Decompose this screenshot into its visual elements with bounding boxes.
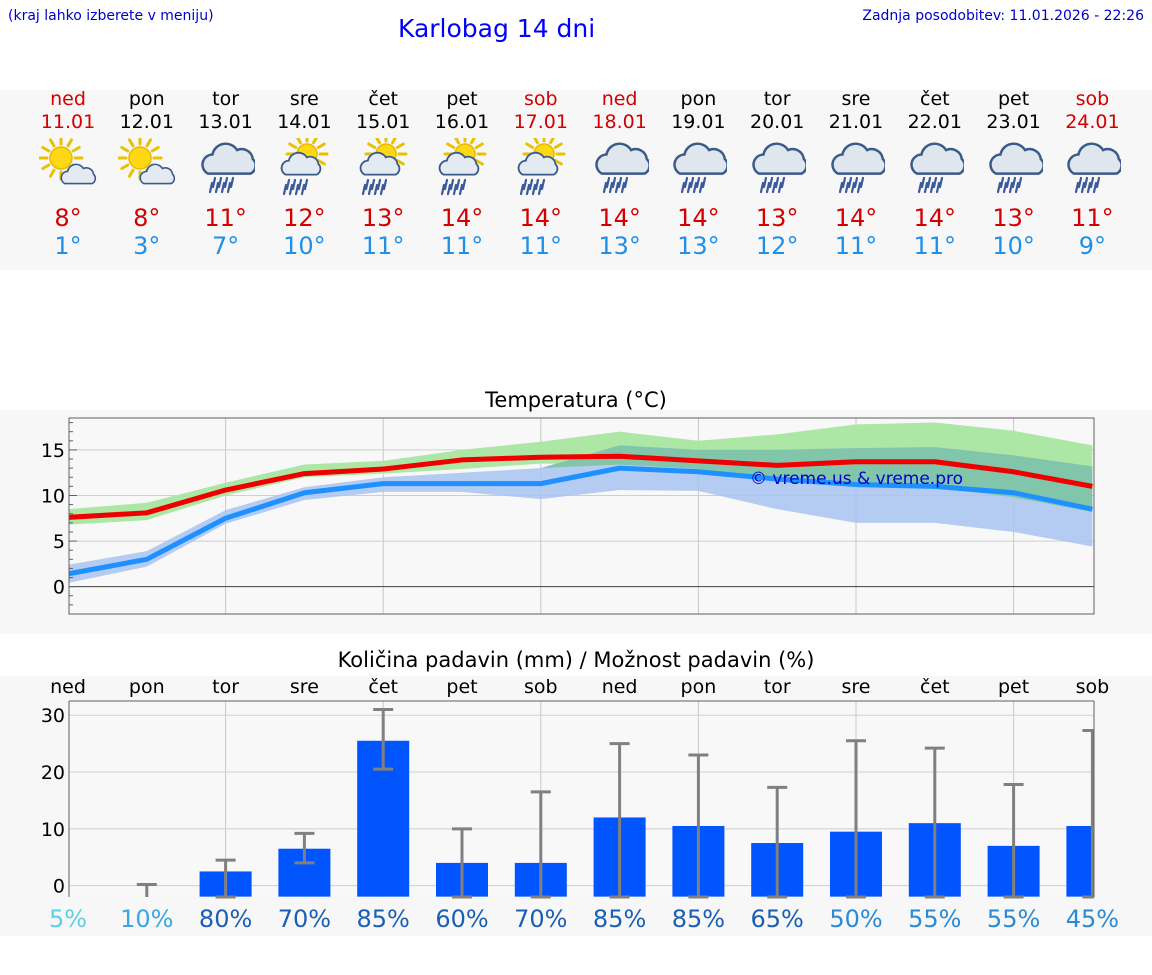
day-date: 20.01 xyxy=(749,111,805,133)
rain-cloud-icon xyxy=(197,138,257,196)
day-date: 19.01 xyxy=(671,111,726,133)
day-forecast: tor 13.01 11° 7° xyxy=(187,88,265,260)
rain-cloud-icon xyxy=(1063,138,1124,196)
max-temperature: 12° xyxy=(283,204,326,232)
max-temperature: 13° xyxy=(992,204,1035,232)
min-temperature: 13° xyxy=(677,232,720,260)
day-name: čet xyxy=(368,88,398,110)
day-name: pon xyxy=(128,88,165,110)
rain-cloud-icon xyxy=(591,138,651,196)
rain-cloud-icon xyxy=(669,138,730,196)
day-name: pet xyxy=(446,88,478,110)
last-updated: Zadnja posodobitev: 11.01.2026 - 22:26 xyxy=(862,8,1144,24)
min-temperature: 13° xyxy=(598,232,641,260)
sun-cloud-icon xyxy=(38,135,97,196)
day-date: 24.01 xyxy=(1065,111,1120,133)
day-date: 16.01 xyxy=(434,111,490,133)
day-date: 22.01 xyxy=(907,111,962,133)
sun-rain-cloud-icon xyxy=(512,132,570,196)
sun-rain-cloud-icon xyxy=(354,132,412,196)
min-temperature: 10° xyxy=(283,232,326,260)
min-temperature: 11° xyxy=(519,232,563,260)
day-name: čet xyxy=(920,88,950,110)
min-temperature: 9° xyxy=(1078,232,1107,260)
day-name: tor xyxy=(763,88,791,110)
day-name: sob xyxy=(1075,88,1110,110)
day-name: ned xyxy=(50,88,86,110)
day-name: pet xyxy=(997,88,1030,110)
location-hint[interactable]: (kraj lahko izberete v meniju) xyxy=(8,8,214,24)
day-date: 15.01 xyxy=(355,111,411,133)
precipitation-chart-title: Količina padavin (mm) / Možnost padavin … xyxy=(337,648,815,672)
day-forecast: pet 16.01 14° 11° xyxy=(423,88,501,260)
max-temperature: 13° xyxy=(755,204,799,232)
min-temperature: 12° xyxy=(755,232,799,260)
sun-rain-cloud-icon xyxy=(275,132,333,196)
max-temperature: 14° xyxy=(598,204,641,232)
day-name: tor xyxy=(212,88,240,110)
day-date: 21.01 xyxy=(828,111,884,133)
precipitation-panel xyxy=(0,676,1152,936)
day-name: sre xyxy=(841,88,871,110)
day-forecast: sob 24.01 11° 9° xyxy=(1053,88,1131,260)
rain-cloud-icon xyxy=(748,138,808,196)
day-date: 13.01 xyxy=(198,111,253,133)
min-temperature: 7° xyxy=(211,232,240,260)
temperature-panel xyxy=(0,410,1152,634)
sun-rain-cloud-icon xyxy=(433,132,491,196)
max-temperature: 11° xyxy=(1071,204,1114,232)
day-date: 12.01 xyxy=(119,111,174,133)
max-temperature: 14° xyxy=(440,204,484,232)
max-temperature: 11° xyxy=(204,204,247,232)
sun-cloud-icon xyxy=(117,135,176,196)
min-temperature: 11° xyxy=(361,232,405,260)
max-temperature: 14° xyxy=(519,204,563,232)
max-temperature: 14° xyxy=(834,204,878,232)
min-temperature: 11° xyxy=(440,232,484,260)
day-forecast: pet 23.01 13° 10° xyxy=(975,88,1053,260)
day-forecast: tor 20.01 13° 12° xyxy=(738,88,816,260)
day-forecast: sob 17.01 14° 11° xyxy=(502,88,580,260)
day-name: pon xyxy=(680,88,717,110)
day-forecast: čet 15.01 13° 11° xyxy=(344,88,422,260)
day-forecast: ned 11.01 8° 1° xyxy=(29,88,107,260)
rain-cloud-icon xyxy=(827,138,887,196)
min-temperature: 1° xyxy=(54,232,82,260)
day-name: sob xyxy=(524,88,558,110)
day-name: ned xyxy=(601,88,638,110)
day-date: 14.01 xyxy=(277,111,332,133)
temperature-chart-title: Temperatura (°C) xyxy=(485,388,667,412)
page-title: Karlobag 14 dni xyxy=(398,14,596,43)
day-forecast: pon 12.01 8° 3° xyxy=(108,88,186,260)
day-forecast: čet 22.01 14° 11° xyxy=(896,88,974,260)
day-forecast: sre 21.01 14° 11° xyxy=(817,88,895,260)
max-temperature: 8° xyxy=(133,204,161,232)
max-temperature: 8° xyxy=(54,204,82,232)
min-temperature: 3° xyxy=(133,232,161,260)
day-date: 11.01 xyxy=(40,111,96,133)
min-temperature: 11° xyxy=(913,232,957,260)
max-temperature: 13° xyxy=(361,204,405,232)
forecast-strip xyxy=(0,90,1152,270)
day-date: 17.01 xyxy=(513,111,568,133)
min-temperature: 10° xyxy=(992,232,1035,260)
day-forecast: pon 19.01 14° 13° xyxy=(659,88,737,260)
rain-cloud-icon xyxy=(985,138,1045,196)
day-date: 18.01 xyxy=(592,111,647,133)
max-temperature: 14° xyxy=(913,204,957,232)
day-forecast: sre 14.01 12° 10° xyxy=(265,88,343,260)
day-date: 23.01 xyxy=(986,111,1041,133)
day-forecast: ned 18.01 14° 13° xyxy=(581,88,659,260)
min-temperature: 11° xyxy=(834,232,878,260)
max-temperature: 14° xyxy=(677,204,720,232)
day-name: sre xyxy=(289,88,319,110)
rain-cloud-icon xyxy=(906,138,966,196)
